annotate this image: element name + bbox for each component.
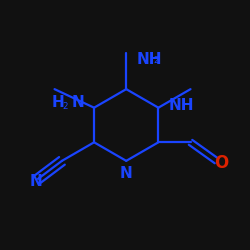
Text: N: N — [72, 95, 85, 110]
Text: $_2$: $_2$ — [154, 53, 160, 66]
Text: N: N — [120, 166, 132, 181]
Text: NH: NH — [136, 52, 162, 67]
Text: N: N — [29, 174, 42, 189]
Text: $_2$: $_2$ — [62, 99, 69, 112]
Text: O: O — [214, 154, 228, 172]
Text: H: H — [52, 95, 65, 110]
Text: NH: NH — [168, 98, 194, 113]
